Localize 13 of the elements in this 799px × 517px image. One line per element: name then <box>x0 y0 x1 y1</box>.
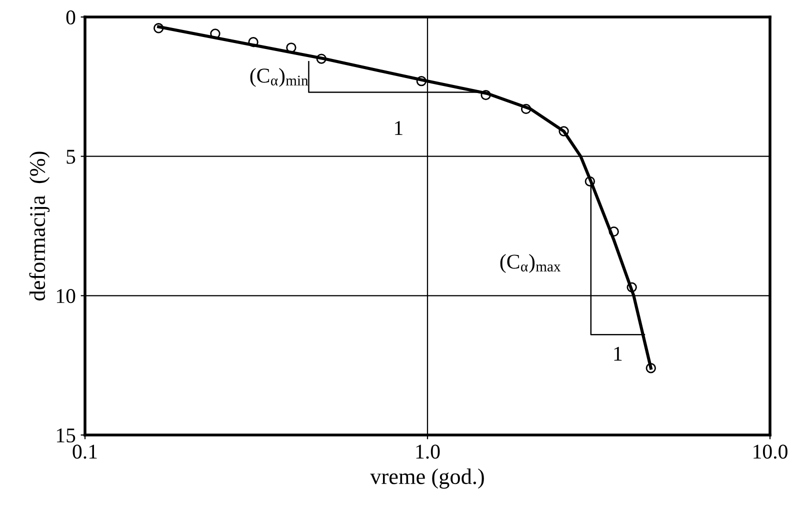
x-tick-label: 0.1 <box>72 444 97 459</box>
y-tick-label: 5 <box>66 150 76 164</box>
annotation: (C$_{α}$)$_{min}$ <box>250 68 308 87</box>
x-tick-label: 1.0 <box>416 444 440 459</box>
y-axis-title: deformacija (%) <box>29 152 50 300</box>
annotation: (C$_{α}$)$_{max}$ <box>500 254 561 273</box>
x-axis-title: vreme (god.) <box>370 468 484 489</box>
y-tick-label: 0 <box>66 10 76 24</box>
x-tick-label: 10.0 <box>754 444 788 459</box>
annotation: 1 <box>395 121 402 135</box>
y-tick-label: 10 <box>56 289 76 304</box>
y-tick-label: 15 <box>56 428 76 442</box>
annotation: 1 <box>614 346 622 361</box>
